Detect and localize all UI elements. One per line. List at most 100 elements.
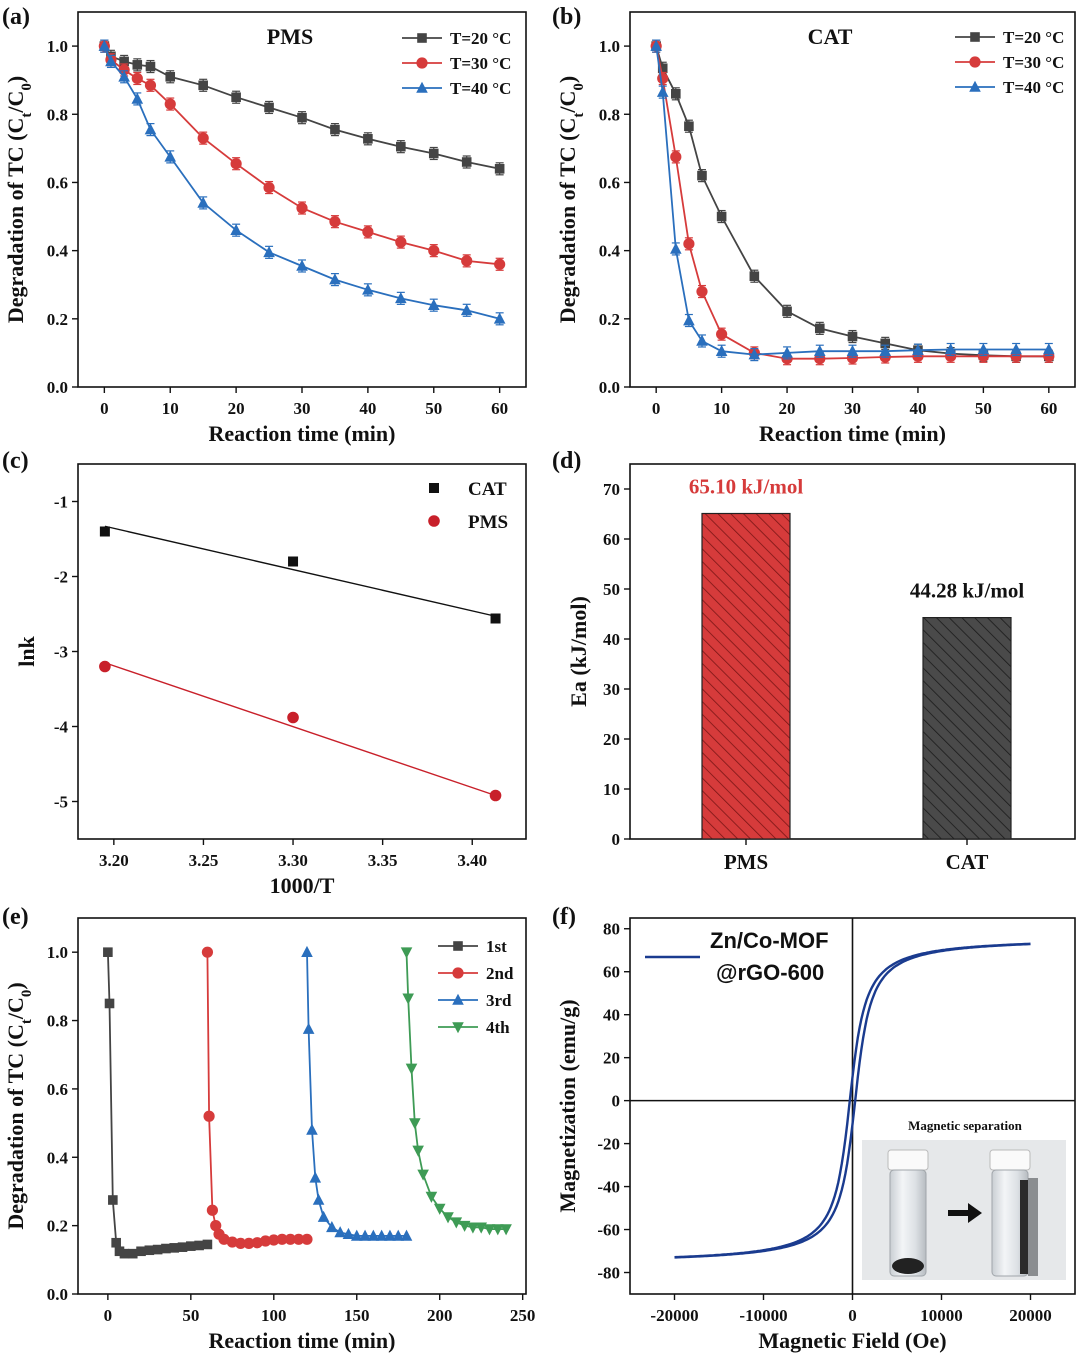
series-3: [650, 39, 1055, 362]
data-point: [152, 1244, 163, 1255]
inset-title: Magnetic separation: [908, 1118, 1023, 1133]
x-tick-label: 10: [162, 399, 179, 418]
x-tick-label: 10000: [920, 1306, 963, 1325]
series-line: [103, 45, 500, 266]
data-point: [1010, 343, 1022, 355]
data-point: [375, 1229, 388, 1241]
data-point: [880, 338, 891, 349]
data-point: [656, 85, 669, 97]
series-line: [655, 45, 1049, 360]
data-point: [243, 1237, 255, 1250]
y-tick-label: 0.2: [599, 310, 620, 329]
x-tick-label: 150: [344, 1306, 370, 1325]
data-point: [296, 259, 308, 271]
bar-pms: [701, 512, 791, 840]
data-point: [131, 72, 143, 85]
x-axis-label: Reaction time (min): [759, 421, 946, 446]
data-point: [461, 255, 473, 267]
series-pms: [99, 660, 502, 802]
data-point: [813, 344, 826, 357]
x-tick-label: 250: [510, 1306, 536, 1325]
y-tick-label: 50: [603, 580, 620, 599]
data-point: [483, 1224, 496, 1236]
y-axis-label: Magnetization (emu/g): [555, 999, 580, 1212]
data-point: [99, 526, 110, 537]
y-tick-label: -2: [54, 568, 68, 587]
data-point: [164, 98, 176, 110]
data-point: [177, 1242, 188, 1252]
series-2: [201, 946, 313, 1250]
y-tick-label: 0.8: [47, 105, 68, 124]
data-point: [683, 314, 695, 326]
y-tick-label: 70: [603, 480, 620, 499]
data-point: [657, 63, 668, 74]
y-tick-label: 1.0: [47, 37, 68, 56]
legend-entry-cat: CAT: [429, 479, 507, 500]
data-point: [108, 1195, 118, 1205]
x-tick-label: 3.35: [368, 851, 398, 870]
data-point: [433, 1203, 446, 1215]
data-point: [235, 1237, 247, 1250]
data-point: [132, 60, 143, 70]
legend-marker: [970, 32, 980, 42]
legend-entry-1: T=20 °C: [402, 29, 511, 48]
data-point: [748, 348, 761, 360]
data-point: [409, 1118, 421, 1130]
data-point: [264, 102, 274, 113]
data-point: [696, 285, 708, 298]
data-point: [231, 92, 241, 103]
y-tick-label: 0.2: [47, 1217, 68, 1236]
x-tick-label: 0: [104, 1306, 113, 1325]
legend-marker: [416, 57, 428, 69]
x-tick-label: 60: [491, 399, 508, 418]
data-point: [944, 343, 957, 355]
y-tick-label: 0: [612, 1092, 621, 1111]
series-line: [655, 45, 1049, 358]
x-tick-label: 50: [182, 1306, 199, 1325]
data-point: [384, 1229, 396, 1241]
data-point: [312, 1193, 325, 1205]
magnet-bar: [1028, 1178, 1038, 1276]
data-point: [164, 150, 177, 162]
legend-entry-3: T=40 °C: [402, 79, 511, 98]
bar-rect: [701, 512, 791, 840]
y-tick-label: -40: [597, 1178, 620, 1197]
data-point: [782, 306, 792, 317]
y-tick-label: 0.6: [599, 173, 620, 192]
y-axis-label-part: ): [3, 76, 28, 83]
data-point: [395, 236, 407, 248]
x-tick-label: 100: [261, 1306, 287, 1325]
vial-glass: [889, 1169, 927, 1277]
y-tick-label: 0.2: [47, 310, 68, 329]
legend-label: 4th: [486, 1018, 510, 1037]
data-point: [145, 61, 156, 72]
data-point: [329, 273, 341, 285]
data-point: [467, 1222, 479, 1234]
y-tick-label: -5: [54, 793, 68, 812]
data-point: [131, 92, 144, 104]
series-3: [98, 39, 506, 326]
x-tick-label: 30: [294, 399, 311, 418]
data-point: [657, 72, 669, 85]
data-point: [288, 556, 299, 567]
x-tick-label: 40: [909, 399, 926, 418]
x-tick-label: 20: [228, 399, 245, 418]
y-tick-label: 0.8: [599, 105, 620, 124]
y-axis-label-part: /C: [3, 91, 28, 114]
data-point: [329, 216, 341, 228]
category-label: PMS: [724, 850, 768, 874]
legend-entry-sample: Zn/Co-MOF @rGO-600: [645, 928, 829, 985]
panel-c: 3.20 3.25 3.30 3.35 3.40 -5 -4 -3 -2 -1 1000/T lnk (…: [2, 448, 527, 898]
data-point: [263, 181, 275, 194]
legend-marker: [417, 33, 427, 43]
legend-marker: [452, 993, 464, 1005]
legend-marker: [453, 941, 463, 951]
x-tick-label: 30: [844, 399, 861, 418]
legend-entry-3: 3rd: [438, 991, 512, 1010]
series-line: [306, 952, 407, 1237]
y-tick-label: -4: [54, 718, 69, 737]
data-point: [251, 1237, 263, 1249]
y-tick-label: 60: [603, 963, 620, 982]
data-point: [293, 1233, 305, 1245]
